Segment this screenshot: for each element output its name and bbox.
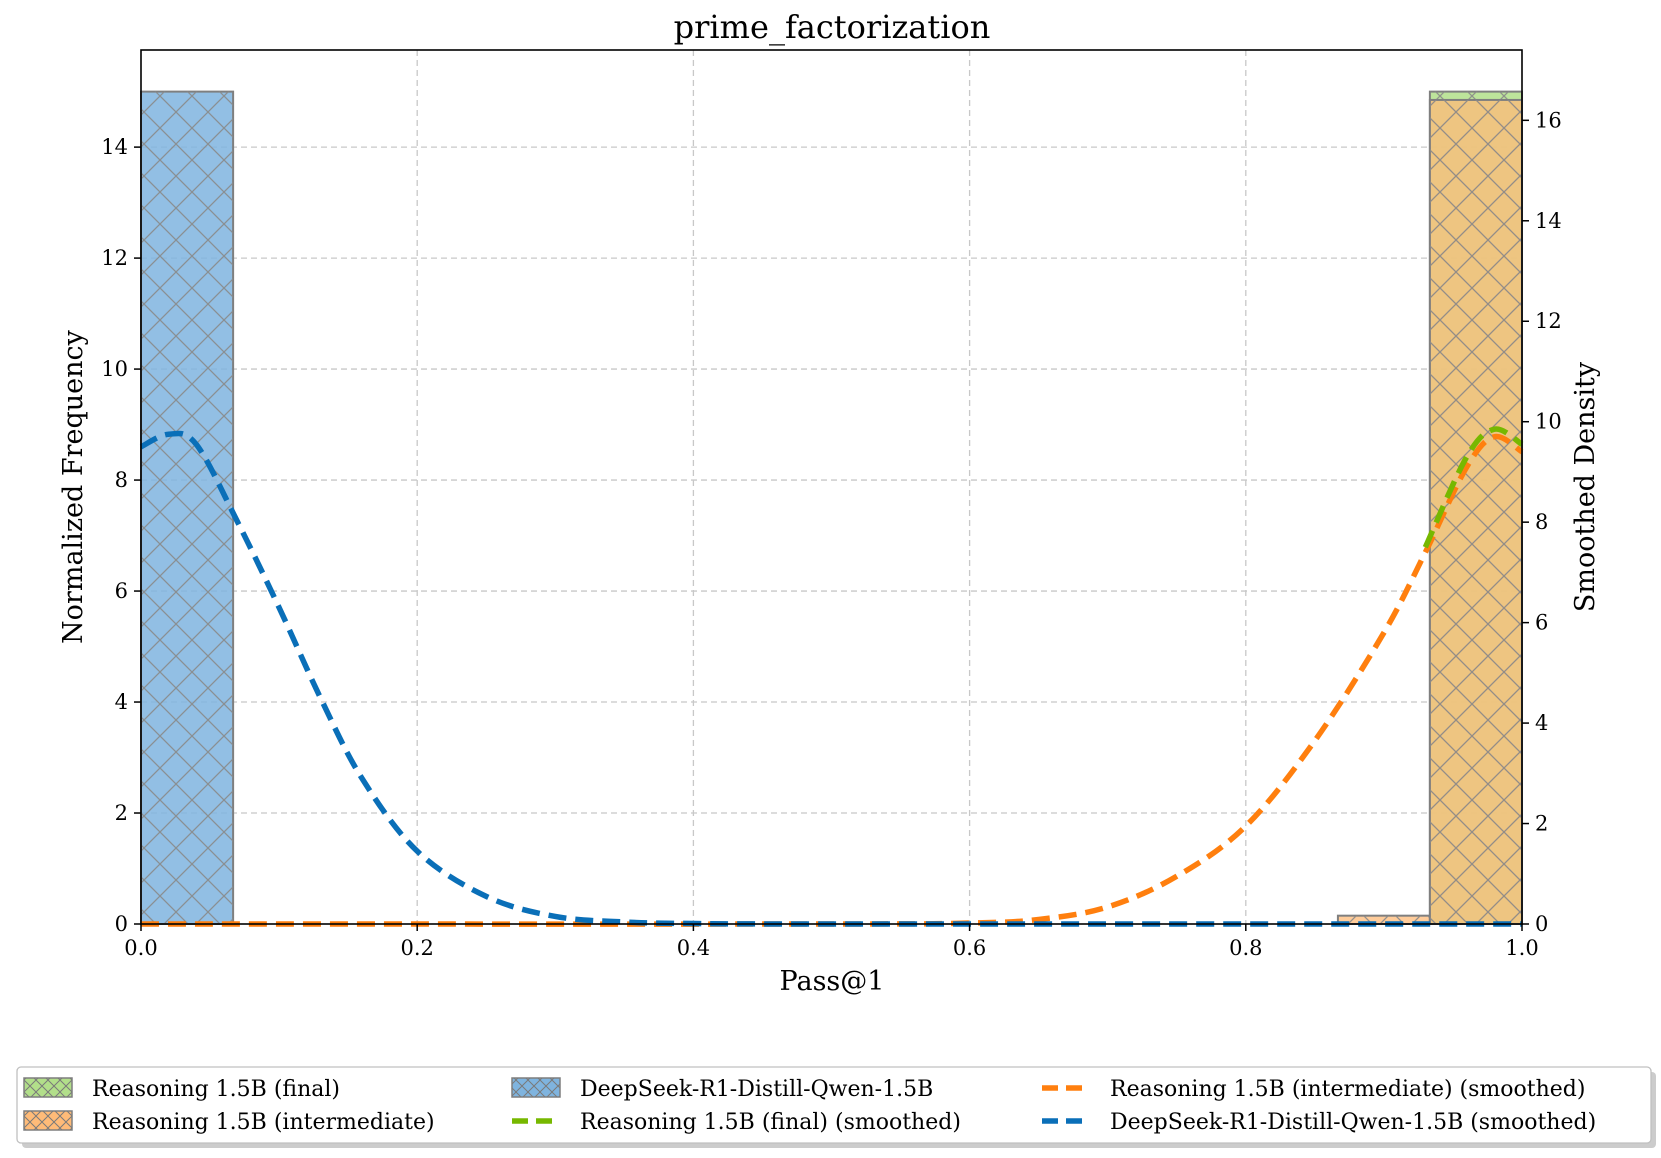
x-tick-label: 0.2 <box>400 936 433 960</box>
plot-frame <box>140 49 1523 925</box>
smoothed-series-line <box>1422 426 1524 549</box>
legend-box <box>16 1066 1652 1144</box>
histogram-bar-hatch <box>141 91 234 925</box>
x-tick-label: 0.6 <box>953 936 986 960</box>
y2-tick-label: 16 <box>1535 108 1562 132</box>
x-tick-label: 1.0 <box>1505 936 1538 960</box>
legend-label: Reasoning 1.5B (intermediate) <box>92 1110 435 1135</box>
y2-axis-ticks: 0 2 4 6 8 10 12 14 16 <box>1522 108 1562 936</box>
y-tick-label: 8 <box>115 468 128 492</box>
legend-label: DeepSeek-R1-Distill-Qwen-1.5B <box>580 1077 933 1102</box>
y-tick-label: 6 <box>115 579 128 603</box>
histogram-bars <box>140 90 1524 926</box>
y2-tick-label: 2 <box>1535 812 1548 836</box>
chart-title: prime_factorization <box>674 8 991 46</box>
legend-swatch-hatch <box>512 1078 560 1097</box>
grid <box>141 50 1522 924</box>
y2-tick-label: 0 <box>1535 912 1548 936</box>
y-tick-label: 10 <box>101 357 128 381</box>
smoothed-lines <box>139 426 1524 927</box>
y-tick-label: 14 <box>101 135 128 159</box>
y-tick-label: 0 <box>115 912 128 936</box>
x-axis-label: Pass@1 <box>780 966 885 997</box>
y-axis-ticks: 0 2 4 6 8 10 12 14 <box>101 135 141 936</box>
legend-label: Reasoning 1.5B (final) (smoothed) <box>580 1110 961 1135</box>
x-axis-ticks: 0.0 0.2 0.4 0.6 0.8 1.0 <box>124 924 1539 960</box>
smoothed-series-line <box>140 433 1524 927</box>
legend: Reasoning 1.5B (final) Reasoning 1.5B (in… <box>16 1066 1656 1148</box>
legend-label: Reasoning 1.5B (intermediate) (smoothed) <box>1110 1077 1585 1102</box>
histogram-bar-hatch <box>1337 915 1430 924</box>
y2-tick-label: 6 <box>1535 611 1548 635</box>
smoothed-series-line <box>139 430 1523 927</box>
y2-axis-label: Smoothed Density <box>1570 361 1601 612</box>
y-tick-label: 4 <box>115 690 128 714</box>
y2-tick-label: 14 <box>1535 209 1562 233</box>
y-tick-label: 12 <box>101 246 128 270</box>
y2-tick-label: 8 <box>1535 510 1548 534</box>
y2-tick-label: 12 <box>1535 309 1562 333</box>
y2-tick-label: 4 <box>1535 711 1548 735</box>
legend-swatch-hatch <box>24 1078 72 1097</box>
x-tick-label: 0.4 <box>677 936 710 960</box>
y2-tick-label: 10 <box>1535 410 1562 434</box>
legend-label: Reasoning 1.5B (final) <box>92 1077 340 1102</box>
legend-label: DeepSeek-R1-Distill-Qwen-1.5B (smoothed) <box>1110 1110 1596 1135</box>
y-tick-label: 2 <box>115 801 128 825</box>
legend-swatch-hatch <box>24 1111 72 1130</box>
x-tick-label: 0.0 <box>124 936 157 960</box>
x-tick-label: 0.8 <box>1229 936 1262 960</box>
y-axis-label: Normalized Frequency <box>58 329 89 644</box>
